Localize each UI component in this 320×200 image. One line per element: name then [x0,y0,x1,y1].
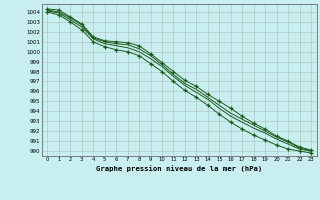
X-axis label: Graphe pression niveau de la mer (hPa): Graphe pression niveau de la mer (hPa) [96,165,262,172]
